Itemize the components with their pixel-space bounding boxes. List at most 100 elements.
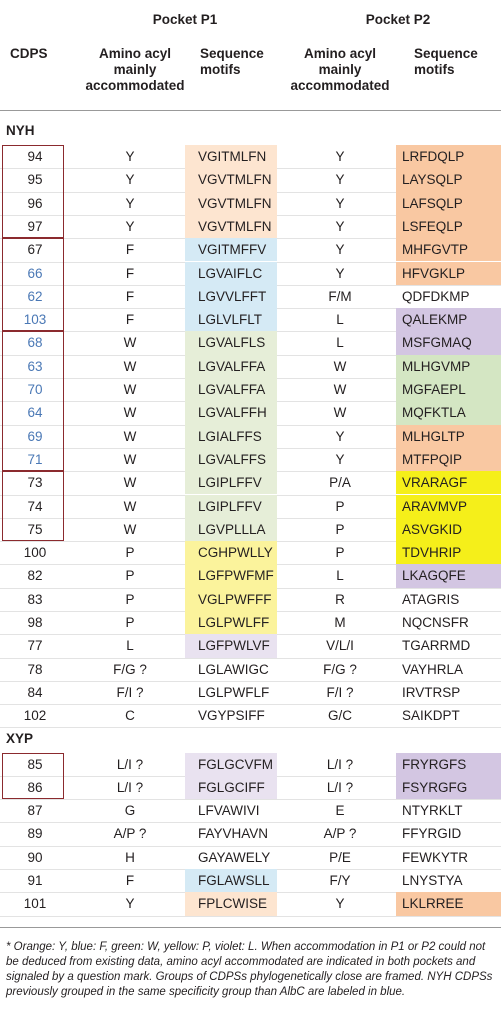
motif-cell: [185, 238, 277, 262]
p1-amino-acyl: W: [123, 382, 137, 397]
p2-amino-acyl: P: [335, 498, 345, 514]
p1-amino-acyl: P: [125, 568, 135, 584]
p1-motif: LGLAWIGC: [198, 661, 269, 677]
motif-cell: [396, 424, 501, 448]
cdps-id: 98: [27, 615, 43, 630]
p1-motif: CGHPWLLY: [198, 545, 273, 561]
motif-cell: [396, 308, 501, 332]
p1-motif: LGVPLLLA: [198, 521, 266, 537]
p2-amino-acyl: L: [336, 312, 344, 328]
cdps-id: 74: [27, 498, 43, 514]
p2-amino-acyl: F/Y: [329, 873, 351, 888]
p2-motif: QALEKMP: [402, 312, 468, 328]
p1-motif: LGIALFFS: [198, 428, 262, 444]
p2-motif: MHFGVTP: [402, 242, 468, 258]
pocket-p2-header: Pocket P2: [365, 12, 431, 27]
p1-motif: LGVALFFA: [198, 358, 266, 374]
motif-cell: [396, 447, 501, 472]
p1-amino-acyl: P: [125, 615, 135, 630]
motif-cell: [396, 775, 501, 800]
motif-cell: [396, 378, 501, 402]
p1-amino-acyl: F: [125, 265, 135, 281]
p2-motif: NTYRKLT: [402, 803, 463, 819]
p2-motif: MGFAEPL: [402, 382, 466, 397]
p2-amino-acyl: Y: [335, 195, 345, 211]
p2-motif: TGARRMD: [402, 638, 471, 654]
p1-motif: LGVAIFLC: [198, 265, 263, 281]
motif-cell: [185, 401, 277, 425]
p1-motif: FAYVHAVN: [198, 826, 269, 842]
motif-cell: [396, 401, 501, 425]
p2-motif: LSFEQLP: [402, 218, 463, 234]
motif-cell: [396, 892, 501, 916]
p1-motif: LGVALFFA: [198, 382, 266, 397]
cdps-id: 67: [27, 242, 43, 258]
motif-cell: [185, 611, 277, 635]
motif-cell: [396, 517, 501, 542]
p1-amino-acyl: F/I ?: [116, 684, 144, 700]
p2-amino-acyl: A/P ?: [323, 826, 357, 842]
p1-amino-acyl: W: [123, 498, 137, 514]
p2-motif: ARAVMVP: [402, 498, 468, 514]
p1-amino-acyl: A/P ?: [113, 826, 147, 842]
cdps-id: 75: [27, 521, 43, 537]
cdps-id: 95: [27, 172, 43, 188]
p1-motif: LGLPWFLF: [198, 684, 270, 700]
motif-cell: [185, 471, 277, 495]
p2-motif: LKLRREE: [402, 896, 464, 912]
cdps-id: 103: [23, 312, 47, 328]
group-frame: [2, 145, 64, 239]
p2-amino-acyl: R: [335, 591, 345, 607]
p1-motif: LFVAWIVI: [198, 803, 260, 819]
motif-cell: [396, 145, 501, 169]
p1-motif: LGVALFFS: [198, 451, 267, 467]
p2-motif: FFYRGID: [402, 826, 462, 842]
p2-amino-acyl: Y: [335, 428, 345, 444]
p1-amino-acyl: W: [123, 521, 137, 537]
motif-cell: [185, 447, 277, 472]
p1-motif: LGVALFFH: [198, 405, 267, 421]
cdps-id: 64: [27, 405, 43, 421]
motif-cell: [396, 331, 501, 355]
cdps-id: 70: [27, 382, 43, 397]
cdps-id: 90: [27, 849, 43, 865]
group-frame: [2, 752, 64, 800]
cdps-id: 83: [27, 591, 43, 607]
motif-cell: [185, 261, 277, 285]
motif-cell: [396, 261, 501, 285]
p2-amino-acyl: P/A: [329, 475, 351, 491]
p1-amino-acyl: C: [125, 708, 135, 724]
p2-motif: MLHGLTP: [402, 428, 465, 444]
motif-cell: [185, 214, 277, 239]
row-rule: [0, 916, 501, 917]
motif-cell: [185, 168, 277, 192]
p2-amino-acyl: P: [335, 521, 345, 537]
cdps-id: 100: [23, 545, 47, 561]
p1-amino-acyl: L/I ?: [116, 779, 144, 795]
p1-amino-acyl: L: [126, 638, 134, 654]
motif-cell: [185, 424, 277, 448]
p2-motif: MTFPQIP: [402, 451, 462, 467]
cdps-id: 102: [23, 708, 47, 724]
p1-motif: LGFPWLVF: [198, 638, 270, 654]
p2-motif: MQFKTLA: [402, 405, 466, 421]
p1-motif: LGIPLFFV: [198, 475, 262, 491]
p2-motif: FEWKYTR: [402, 849, 468, 865]
motif-cell: [396, 471, 501, 495]
p1-amino-acyl: F/G ?: [113, 661, 147, 677]
section-label: NYH: [6, 123, 35, 138]
cdps-id: 86: [27, 779, 43, 795]
cdps-id: 62: [27, 288, 43, 304]
motif-cell: [185, 564, 277, 588]
motif-cell: [396, 541, 501, 565]
row-rule: [0, 799, 501, 800]
p1-amino-acyl: Y: [125, 218, 135, 234]
p1-motif: FGLGCIFF: [198, 779, 265, 795]
p2-motif: LNYSTYA: [402, 873, 463, 888]
cdps-id: 89: [27, 826, 43, 842]
p2-amino-acyl: Y: [335, 451, 345, 467]
p2-motif: ATAGRIS: [402, 591, 460, 607]
p2-amino-acyl: L/I ?: [326, 779, 354, 795]
motif-cell: [185, 191, 277, 215]
